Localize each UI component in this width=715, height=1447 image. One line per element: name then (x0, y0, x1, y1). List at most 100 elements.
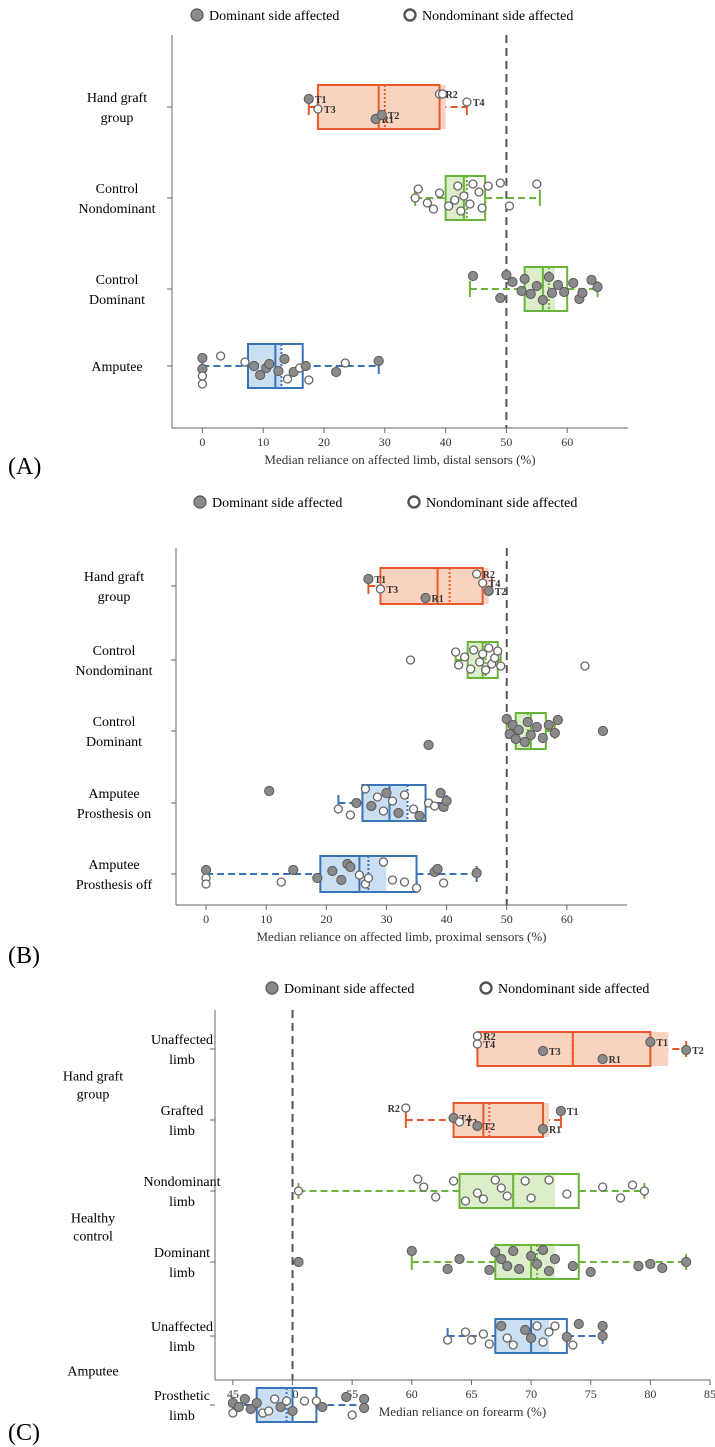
data-point-dominant (532, 281, 541, 290)
data-point-nondominant (527, 1194, 535, 1202)
legend-nondominant-label: Nondominant side affected (498, 982, 649, 997)
data-point-nondominant (413, 884, 421, 892)
data-point-nondominant (569, 1341, 577, 1349)
category-label-line: Dominant (154, 1246, 210, 1261)
data-point-label: T3 (549, 1047, 561, 1058)
data-point-nondominant (450, 1177, 458, 1185)
data-point-nondominant (581, 662, 589, 670)
data-point-nondominant (466, 200, 474, 208)
data-point-nondominant (485, 644, 493, 652)
data-point-label: T2 (692, 1046, 704, 1057)
data-point-dominant (424, 740, 433, 749)
data-point-dominant (568, 1261, 577, 1270)
data-point-dominant (646, 1037, 655, 1046)
data-point-dominant (526, 1333, 535, 1342)
data-point-nondominant (407, 656, 415, 664)
x-tick-label: 40 (440, 435, 452, 449)
box-group-1: Control Nondominant (76, 642, 589, 679)
data-point-dominant (265, 359, 274, 368)
data-point-nondominant (503, 1192, 511, 1200)
x-tick-label: 60 (561, 912, 573, 926)
data-point-nondominant (198, 372, 206, 380)
box-group-3: Amputee Prosthesis on (77, 785, 451, 822)
category-label-line: Prosthesis off (76, 878, 153, 893)
data-point-dominant (682, 1045, 691, 1054)
data-point-dominant (377, 110, 386, 119)
data-point-nondominant (202, 880, 210, 888)
legend-nondominant-label: Nondominant side affected (422, 9, 573, 24)
data-point-dominant (553, 715, 562, 724)
panel-letter: (A) (8, 454, 41, 480)
data-point-dominant (252, 1398, 261, 1407)
data-point-label: R2 (446, 90, 458, 101)
group-header-line: Amputee (67, 1365, 118, 1380)
category-label-line: Dominant (86, 735, 142, 750)
data-point-dominant (544, 272, 553, 281)
data-point-nondominant (284, 375, 292, 383)
data-point-dominant (547, 288, 556, 297)
data-point-nondominant (410, 805, 418, 813)
data-point-nondominant (432, 1193, 440, 1201)
box-group-5: Prosthetic limb (154, 1388, 369, 1424)
x-tick-label: 70 (525, 1387, 537, 1401)
data-point-dominant (496, 293, 505, 302)
legend-nondominant-label: Nondominant side affected (426, 496, 577, 511)
x-tick-label: 20 (318, 435, 330, 449)
category-label-line: Nondominant (144, 1175, 221, 1190)
data-point-nondominant (640, 1187, 648, 1195)
box-group-3: Dominant limb (154, 1245, 691, 1281)
category-label: Dominant limb (154, 1246, 210, 1281)
data-point-dominant (538, 1245, 547, 1254)
legend: Dominant side affected Nondominant side a… (194, 496, 577, 511)
data-point-dominant (394, 808, 403, 817)
data-point-nondominant (241, 358, 249, 366)
data-point-dominant (328, 866, 337, 875)
box-group-2: Control Dominant (86, 713, 608, 750)
data-point-nondominant (617, 1194, 625, 1202)
data-point-dominant (304, 94, 313, 103)
category-label-line: Unaffected (151, 1033, 213, 1048)
data-point-dominant (407, 1246, 416, 1255)
data-point-nondominant (444, 1336, 452, 1344)
panel-1: Dominant side affected Nondominant side a… (8, 496, 627, 969)
data-point-dominant (201, 865, 210, 874)
data-point-dominant (346, 862, 355, 871)
data-point-dominant (318, 1402, 327, 1411)
data-point-dominant (280, 354, 289, 363)
box-group-2: Control Dominant (89, 267, 602, 311)
data-point-nondominant (452, 648, 460, 656)
data-point-dominant (526, 1251, 535, 1260)
data-point-nondominant (533, 180, 541, 188)
data-point-nondominant (475, 188, 483, 196)
panel-letter: (C) (8, 1420, 40, 1446)
data-point-nondominant (463, 98, 471, 106)
category-label-line: Control (93, 644, 136, 659)
category-label-line: limb (169, 1195, 195, 1210)
data-point-label: T1 (374, 575, 386, 586)
panel-0: Dominant side affected Nondominant side a… (8, 9, 628, 480)
group-header-label: Healthy control (71, 1212, 115, 1245)
legend-dominant-marker (194, 496, 206, 508)
data-point-dominant (234, 1402, 243, 1411)
data-point-nondominant (456, 1118, 464, 1126)
category-label: Hand graft group (84, 570, 144, 605)
data-point-nondominant (361, 785, 369, 793)
group-header-line: Healthy (71, 1212, 115, 1227)
data-point-dominant (544, 720, 553, 729)
data-point-label: R1 (609, 1055, 621, 1066)
category-label-line: Dominant (89, 293, 145, 308)
data-point-dominant (556, 1106, 565, 1115)
data-point-nondominant (469, 180, 477, 188)
category-label-line: Hand graft (87, 91, 147, 106)
data-point-dominant (646, 1259, 655, 1268)
data-point-nondominant (505, 202, 513, 210)
data-point-nondominant (539, 1338, 547, 1346)
category-label-line: limb (169, 1340, 195, 1355)
category-label-line: Nondominant (76, 664, 153, 679)
category-label: Control Dominant (86, 715, 142, 750)
data-point-nondominant (545, 1176, 553, 1184)
data-point-label: T3 (324, 105, 336, 116)
data-point-dominant (485, 1265, 494, 1274)
data-point-nondominant (294, 1187, 302, 1195)
